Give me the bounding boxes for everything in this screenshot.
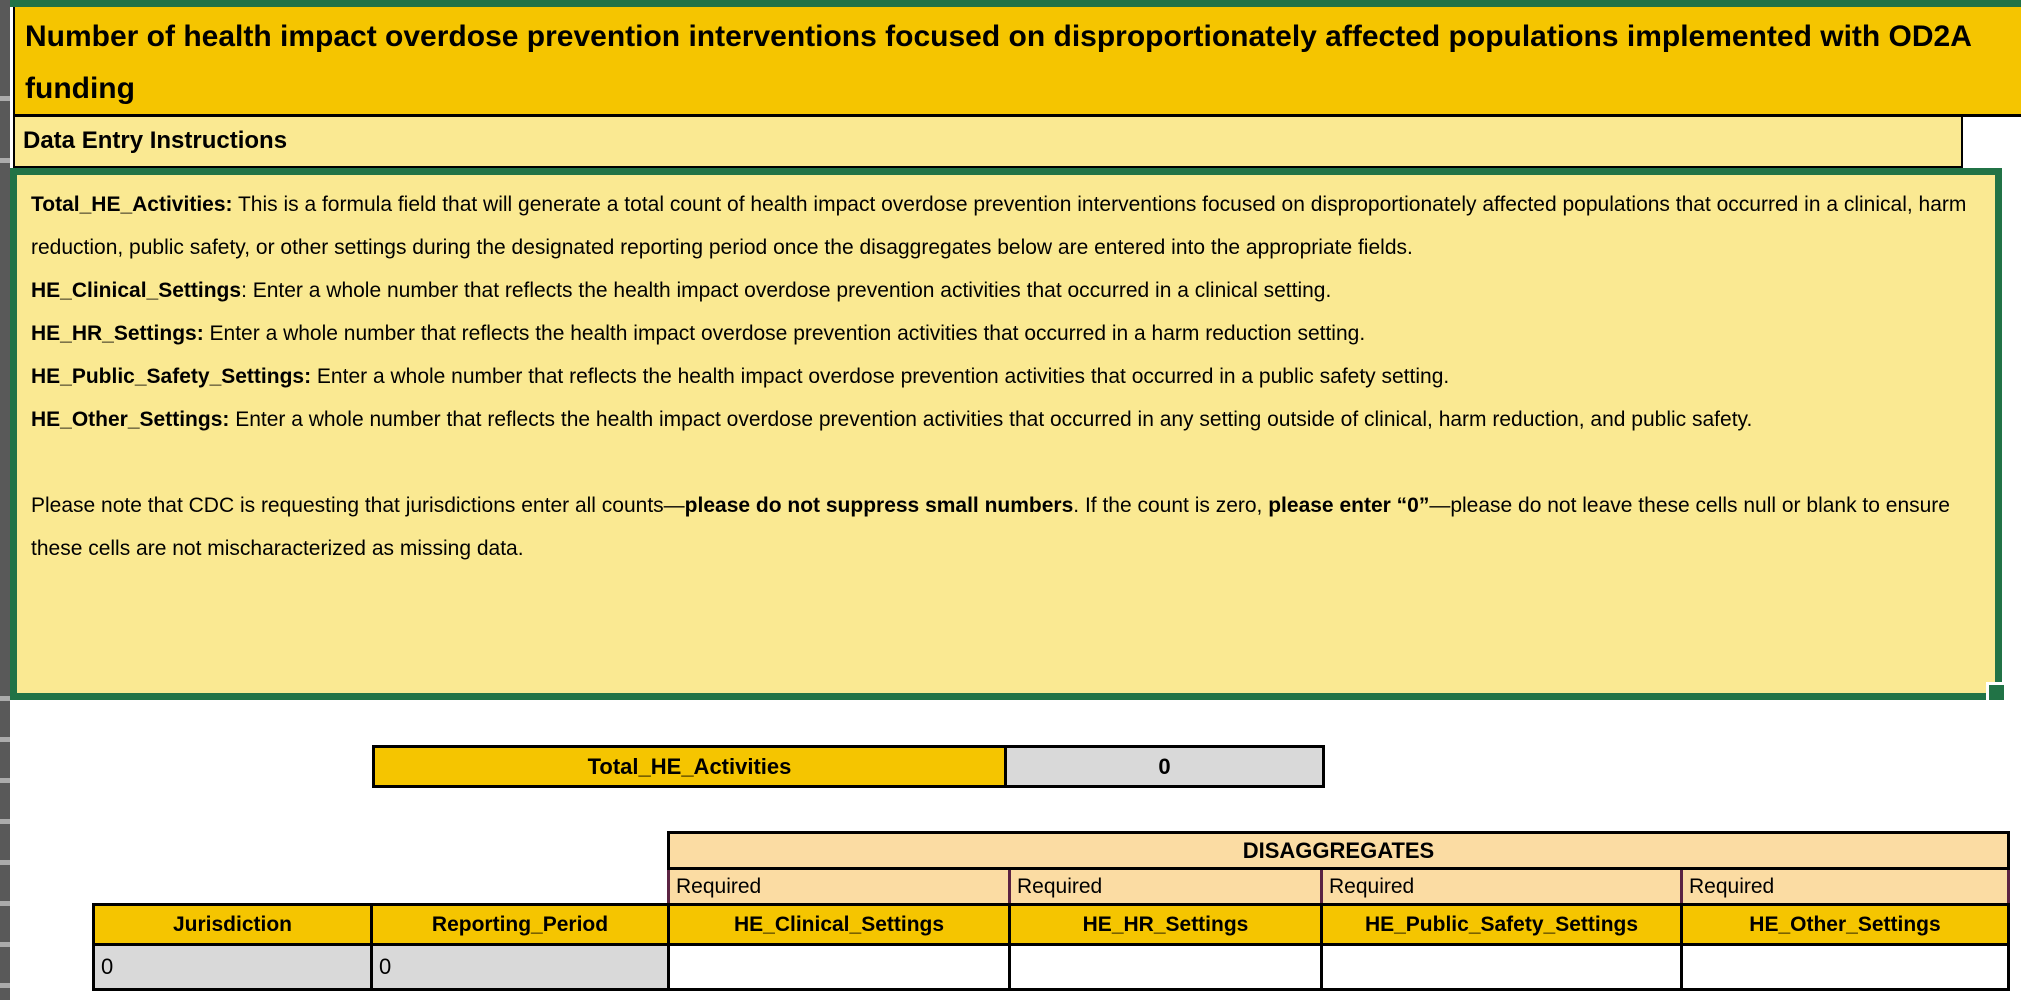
cell-he-other-settings[interactable] (1680, 943, 2010, 991)
row-separator (0, 983, 10, 988)
row-separator (0, 819, 10, 824)
required-badge: Required (1680, 867, 2010, 906)
cell-reporting-period[interactable]: 0 (370, 943, 670, 991)
instruction-text: Enter a whole number that reflects the h… (203, 322, 1366, 345)
note-text: . If the count is zero, (1073, 494, 1269, 517)
column-header-he-hr-settings: HE_HR_Settings (1008, 903, 1323, 946)
row-separator (0, 942, 10, 947)
instruction-he-clinical-settings: HE_Clinical_Settings: Enter a whole numb… (31, 269, 1971, 312)
required-badge: Required (1320, 867, 1683, 906)
row-separator (0, 696, 10, 701)
instruction-label: HE_Other_Settings: (31, 408, 230, 431)
disaggregates-table: DISAGGREGATES Required Required Required… (92, 831, 2010, 991)
column-header-he-clinical-settings: HE_Clinical_Settings (667, 903, 1011, 946)
total-he-activities-label: Total_HE_Activities (372, 745, 1007, 788)
instruction-he-other-settings: HE_Other_Settings: Enter a whole number … (31, 398, 1971, 441)
total-he-activities-value[interactable]: 0 (1004, 745, 1325, 788)
instruction-total-he-activities: Total_HE_Activities: This is a formula f… (31, 183, 1971, 269)
column-header-jurisdiction: Jurisdiction (92, 903, 373, 946)
note-bold: please do not suppress small numbers (684, 494, 1074, 517)
instruction-label: HE_HR_Settings: (31, 322, 204, 345)
instruction-he-public-safety-settings: HE_Public_Safety_Settings: Enter a whole… (31, 355, 1971, 398)
total-he-activities-table: Total_HE_Activities 0 (372, 745, 1325, 788)
instruction-label: HE_Public_Safety_Settings: (31, 365, 312, 388)
cell-he-hr-settings[interactable] (1008, 943, 1323, 991)
data-entry-instructions-header: Data Entry Instructions (13, 117, 1963, 168)
row-separator (0, 158, 10, 163)
column-header-he-public-safety-settings: HE_Public_Safety_Settings (1320, 903, 1683, 946)
cell-he-public-safety-settings[interactable] (1320, 943, 1683, 991)
row-separator (0, 860, 10, 865)
row-separator (0, 96, 10, 101)
note-bold: please enter “0” (1268, 494, 1430, 517)
empty-area (94, 833, 669, 905)
note-text: Please note that CDC is requesting that … (31, 494, 685, 517)
required-badge: Required (1008, 867, 1323, 906)
cell-he-clinical-settings[interactable] (667, 943, 1011, 991)
instruction-he-hr-settings: HE_HR_Settings: Enter a whole number tha… (31, 312, 1971, 355)
required-badge: Required (667, 867, 1011, 906)
instruction-text: : Enter a whole number that reflects the… (241, 279, 1332, 302)
disaggregates-band-header: DISAGGREGATES (667, 831, 2010, 870)
selection-fill-handle[interactable] (1986, 682, 2007, 703)
instruction-text: This is a formula field that will genera… (31, 193, 1967, 259)
row-separator (0, 778, 10, 783)
page-title: Number of health impact overdose prevent… (13, 7, 2021, 117)
selection-border-top (10, 0, 2021, 7)
column-header-reporting-period: Reporting_Period (370, 903, 670, 946)
instruction-note: Please note that CDC is requesting that … (31, 484, 1971, 570)
instruction-label: HE_Clinical_Settings (31, 279, 242, 302)
instructions-cell: Total_HE_Activities: This is a formula f… (10, 168, 2002, 700)
instruction-text: Enter a whole number that reflects the h… (229, 408, 1753, 431)
table-row: 0 0 (92, 943, 2010, 991)
row-separator (0, 737, 10, 742)
note-text: —please do not leave these cells null or… (31, 494, 1950, 560)
instruction-text: Enter a whole number that reflects the h… (311, 365, 1450, 388)
row-separator (0, 901, 10, 906)
row-header-strip (0, 0, 10, 1000)
instruction-label: Total_HE_Activities: (31, 193, 233, 216)
column-header-he-other-settings: HE_Other_Settings (1680, 903, 2010, 946)
cell-jurisdiction[interactable]: 0 (92, 943, 373, 991)
